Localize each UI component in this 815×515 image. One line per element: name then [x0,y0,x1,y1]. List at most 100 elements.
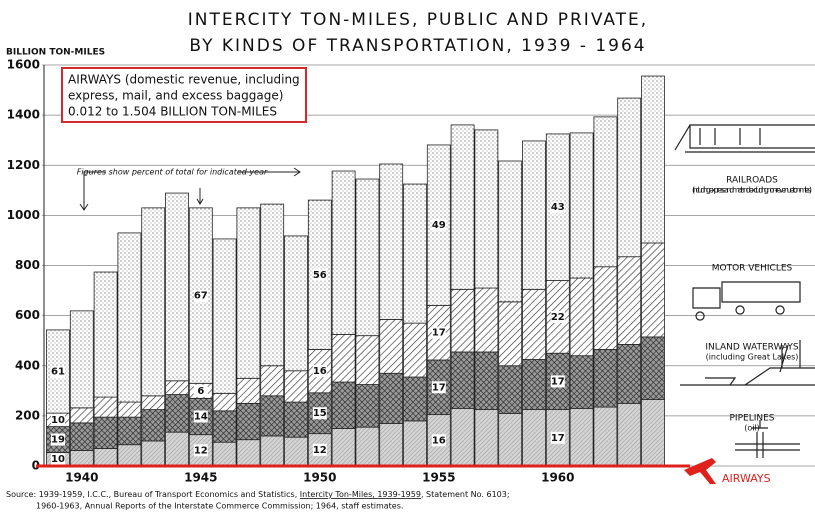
percent-label-bg [193,384,208,397]
bar-segment [379,372,404,424]
percent-label-bg [312,365,327,378]
percent-label-bg [193,444,208,457]
y-tick-label: 1200 [7,158,40,172]
bar-segment [355,426,380,467]
bar-segment [641,242,665,338]
labels: 0 200 400 600 800 1000 1200 1400 1600 10 19 10 61 194… [7,58,690,485]
percent-label: 6 [197,386,204,397]
bar-segment [117,444,142,467]
percent-label-bg [431,219,446,232]
bar-segment [355,384,380,428]
bar-segment [355,178,380,337]
bar-segment [260,365,285,397]
bar-segment [236,402,261,441]
bar-segment [236,439,261,467]
bar-segment [212,410,237,443]
airways-box-text: express, mail, and excess baggage) [68,89,283,103]
bar-segment [569,355,594,409]
bar-segment [331,334,356,383]
bar-segment [69,450,94,467]
percent-label: 17 [551,433,565,444]
bar-segment [498,412,523,467]
percent-label: 16 [432,435,446,446]
legend-label: PIPELINES [730,414,775,424]
percent-label: 12 [194,445,208,456]
bar-segment [93,416,118,449]
y-axis-label: BILLION TON-MILES [6,48,105,58]
bar-segment [141,409,166,442]
x-tick-label: 1960 [541,471,574,485]
bar-segment [641,336,665,400]
bar-segment [117,416,142,446]
bar-segment [522,359,546,411]
pipe-icon [735,420,800,458]
percent-label: 19 [51,435,65,446]
bar-segment [141,395,166,411]
bar-segment [593,349,618,408]
bar-segment [284,370,308,403]
bar-segment [403,322,427,378]
bar-segment [212,392,237,412]
bar-segment [117,401,142,418]
bar-segment [236,377,261,404]
bar-segment [522,288,546,360]
bars [46,75,665,467]
y-tick-label: 1400 [7,108,40,122]
bar-segment [403,376,427,422]
source-text: 1960-1963, Annual Reports of the Interst… [36,502,403,511]
percent-label: 49 [432,220,446,231]
percent-label: 10 [51,454,65,465]
percent-label-bg [550,201,565,214]
percent-label: 22 [551,312,565,323]
percent-label-bg [431,434,446,447]
bar-segment [450,288,475,353]
airplane-icon [684,458,716,484]
bar-segment [617,402,642,467]
percent-label: 16 [313,366,327,377]
x-tick-label: 1955 [422,471,455,485]
airways-box-text: AIRWAYS (domestic revenue, including [68,73,300,87]
percent-label: 17 [551,376,565,387]
bar-segment [450,124,475,290]
legend-note: (oil) [744,424,760,433]
bar-segment [498,160,523,303]
percent-label-bg [550,375,565,388]
y-tick-label: 400 [15,358,40,372]
truck-icon [692,281,801,321]
chart-title: INTERCITY TON-MILES, PUBLIC AND PRIVATE, [188,10,648,30]
bar-segment [593,266,618,350]
y-tick-label: 800 [15,258,40,272]
percent-label: 61 [51,367,65,378]
bar-segment [569,277,594,357]
percent-label: 17 [432,382,446,393]
bar-segment [474,287,499,353]
y-tick-label: 600 [15,308,40,322]
y-tick-label: 0 [32,459,40,473]
legend-note: (including Great Lakes) [706,353,799,362]
bar-segment [260,435,285,467]
percent-label-bg [550,310,565,323]
percent-label: 56 [313,270,327,281]
bar-segment [522,140,546,290]
bar-segment [641,75,665,244]
bar-segment [593,406,618,467]
bar-segment [331,381,356,429]
percent-label-bg [431,381,446,394]
bar-segment [141,440,166,467]
percent-label-bg [51,453,65,466]
bar-segment [165,394,189,433]
y-tick-label: 1000 [7,208,40,222]
source-text: Intercity Ton-Miles, 1939-1959 [300,490,421,499]
bar-segment [93,271,118,398]
bar-segment [165,192,189,382]
bar-segment [93,448,118,467]
bar-segment [474,351,499,411]
train-icon [674,124,815,153]
percent-label-bg [51,413,65,426]
bar-segment [236,207,261,379]
bar-segment [450,351,475,409]
bar-segment [379,163,404,320]
percent-label-bg [312,443,327,456]
legend: PIPELINES(oil)INLAND WATERWAYS(including… [674,124,815,458]
